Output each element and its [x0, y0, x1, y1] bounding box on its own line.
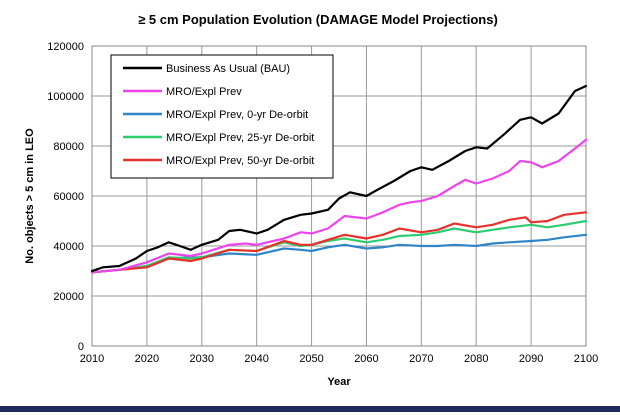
x-tick-label: 2040	[244, 353, 268, 365]
series-line-4	[90, 219, 588, 274]
legend-label: MRO/Expl Prev, 50-yr De-orbit	[166, 155, 314, 167]
x-tick-labels: 2010 2020 2030 2040 2050 2060 2070 2080 2090 2100	[80, 353, 598, 365]
legend-label: MRO/Expl Prev	[166, 86, 242, 98]
y-tick-labels: 0 20000 40000 60000 80000 100000 120000	[47, 41, 84, 353]
legend-label: Business As Usual (BAU)	[166, 63, 290, 75]
x-tick-label: 2030	[190, 353, 214, 365]
x-tick-label: 2060	[354, 353, 378, 365]
x-tick-label: 2100	[574, 353, 598, 365]
y-tick-label: 20000	[53, 291, 84, 303]
bottom-band	[0, 406, 620, 412]
y-axis-label: No. objects > 5 cm in LEO	[24, 128, 36, 264]
y-tick-label: 120000	[47, 41, 84, 53]
y-tick-label: 0	[78, 341, 84, 353]
legend: Business As Usual (BAU) MRO/Expl Prev MRO/…	[110, 54, 334, 179]
x-tick-label: 2020	[135, 353, 159, 365]
x-tick-label: 2050	[299, 353, 323, 365]
y-tick-label: 40000	[53, 241, 84, 253]
x-tick-label: 2010	[80, 353, 104, 365]
legend-label: MRO/Expl Prev, 0-yr De-orbit	[166, 109, 308, 121]
y-tick-label: 100000	[47, 91, 84, 103]
x-axis-label: Year	[327, 376, 351, 388]
series-lines	[90, 84, 588, 274]
series-line-5	[90, 211, 588, 274]
x-tick-label: 2080	[464, 353, 488, 365]
x-tick-label: 2070	[409, 353, 433, 365]
chart-title: ≥ 5 cm Population Evolution (DAMAGE Mode…	[138, 12, 498, 27]
y-tick-label: 60000	[53, 191, 84, 203]
y-tick-label: 80000	[53, 141, 84, 153]
series-line-2	[90, 138, 588, 274]
legend-items: Business As Usual (BAU) MRO/Expl Prev MRO/…	[123, 63, 314, 167]
legend-box	[110, 54, 334, 179]
series-line-1	[90, 84, 588, 273]
x-tick-label: 2090	[519, 353, 543, 365]
legend-label: MRO/Expl Prev, 25-yr De-orbit	[166, 132, 314, 144]
plot-frame	[91, 45, 587, 347]
